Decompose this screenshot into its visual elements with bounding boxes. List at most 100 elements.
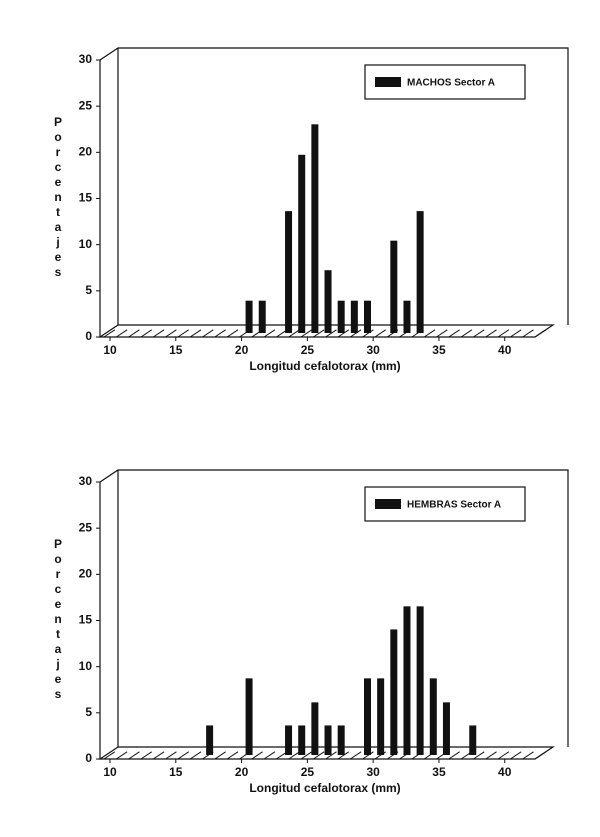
- bar: [377, 678, 385, 755]
- bar: [337, 725, 345, 755]
- floor-hatch: [103, 329, 116, 338]
- floor-hatch: [522, 329, 534, 338]
- floor-hatch: [152, 751, 165, 760]
- bar: [403, 606, 411, 755]
- x-tick-label: 15: [169, 765, 183, 779]
- floor-hatch: [362, 751, 374, 760]
- bar: [298, 154, 306, 333]
- y-tick-label: 15: [79, 191, 93, 205]
- floor-hatch: [510, 329, 522, 338]
- floor-hatch: [103, 751, 116, 760]
- floor-hatch: [128, 751, 140, 760]
- floor-hatch: [522, 751, 534, 760]
- floor-hatch: [473, 329, 485, 338]
- floor-hatch: [165, 751, 177, 760]
- bar: [298, 725, 306, 755]
- y-tick-label: 10: [79, 237, 93, 251]
- legend-label: MACHOS Sector A: [407, 78, 495, 89]
- bar: [285, 211, 293, 333]
- y-tick-label: 0: [85, 329, 92, 343]
- back-wall: [99, 47, 569, 325]
- bar: [337, 300, 345, 333]
- x-axis-label: Longitud cefalotorax (mm): [249, 781, 400, 795]
- bar: [311, 702, 319, 755]
- floor: [98, 324, 555, 338]
- floor-hatch: [214, 329, 226, 338]
- back-wall: [99, 469, 569, 747]
- floor-hatch: [189, 751, 202, 760]
- y-tick-label: 5: [85, 283, 92, 297]
- bar: [416, 211, 424, 333]
- y-tick-label: 20: [79, 145, 93, 159]
- x-tick-label: 35: [432, 765, 446, 779]
- floor-hatch: [325, 751, 337, 760]
- y-tick-label: 25: [79, 98, 93, 112]
- floor: [98, 746, 555, 760]
- floor-hatch: [177, 329, 189, 338]
- bar: [364, 300, 371, 333]
- bar: [324, 725, 332, 755]
- x-tick-label: 20: [235, 343, 249, 357]
- x-tick-label: 15: [169, 343, 183, 357]
- floor-hatch: [116, 329, 128, 338]
- floor-hatch: [313, 751, 325, 760]
- floor-hatch: [202, 329, 214, 338]
- y-tick-label: 25: [79, 520, 93, 534]
- floor-hatch: [226, 751, 239, 760]
- floor-hatch: [288, 751, 300, 760]
- floor-hatch: [116, 751, 128, 760]
- bar: [416, 606, 424, 755]
- floor-hatch: [214, 751, 226, 760]
- floor-hatch: [140, 329, 153, 338]
- bar: [245, 678, 253, 755]
- x-tick-label: 40: [498, 343, 512, 357]
- legend-label: HEMBRAS Sector A: [407, 500, 501, 511]
- floor-hatch: [288, 329, 300, 338]
- floor-hatch: [436, 329, 448, 338]
- y-tick-label: 5: [85, 705, 92, 719]
- bar: [429, 678, 437, 755]
- x-tick-label: 25: [301, 765, 315, 779]
- floor-hatch: [485, 751, 497, 760]
- bar: [311, 124, 319, 334]
- floor-hatch: [497, 329, 510, 338]
- x-tick-label: 40: [498, 765, 512, 779]
- floor-hatch: [448, 751, 460, 760]
- floor-hatch: [140, 751, 153, 760]
- floor-hatch: [313, 329, 325, 338]
- floor-hatch: [165, 329, 177, 338]
- floor-hatch: [350, 751, 362, 760]
- y-tick-label: 30: [79, 52, 93, 66]
- y-tick-label: 30: [79, 474, 93, 488]
- floor-hatch: [350, 329, 362, 338]
- floor-hatch: [460, 329, 473, 338]
- y-tick-label: 10: [79, 659, 93, 673]
- floor-hatch: [128, 329, 140, 338]
- x-tick-label: 30: [366, 343, 380, 357]
- floor-hatch: [189, 329, 202, 338]
- floor-hatch: [362, 329, 374, 338]
- floor-hatch: [251, 751, 263, 760]
- floor-hatch: [325, 329, 337, 338]
- x-tick-label: 20: [235, 765, 249, 779]
- floor-hatch: [423, 329, 436, 338]
- y-tick-label: 15: [79, 613, 93, 627]
- floor-hatch: [300, 329, 313, 338]
- bar: [364, 678, 371, 755]
- bar: [390, 240, 398, 333]
- y-tick-label: 0: [85, 751, 92, 765]
- legend-swatch: [375, 77, 401, 87]
- x-tick-label: 25: [301, 343, 315, 357]
- floor-hatch: [337, 751, 350, 760]
- floor-hatch: [510, 751, 522, 760]
- floor-hatch: [300, 751, 313, 760]
- x-tick-label: 10: [103, 765, 117, 779]
- legend-swatch: [375, 499, 401, 509]
- floor-hatch: [485, 329, 497, 338]
- bar: [324, 270, 332, 333]
- bar: [206, 725, 214, 755]
- floor-hatch: [497, 751, 510, 760]
- y-tick-label: 20: [79, 567, 93, 581]
